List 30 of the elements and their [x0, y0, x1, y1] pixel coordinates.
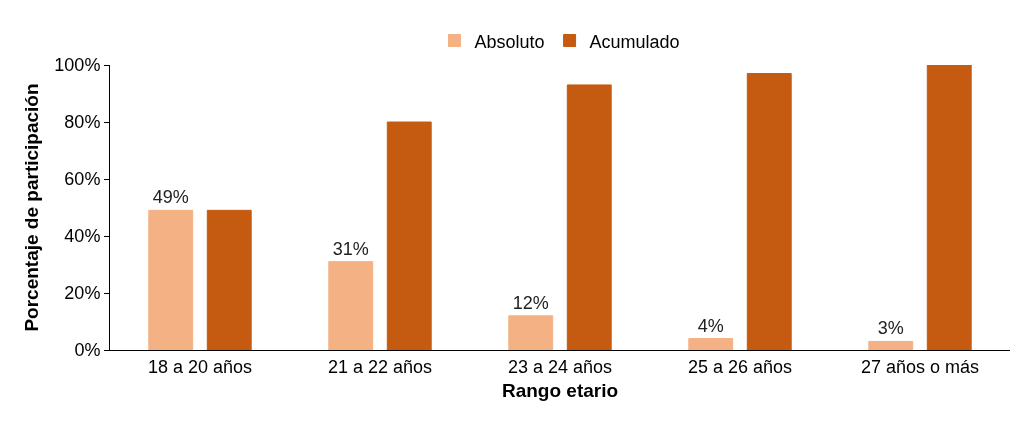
data-label: 31%	[332, 238, 369, 259]
data-label: 49%	[152, 187, 189, 208]
bar	[566, 84, 612, 350]
bar	[688, 338, 734, 350]
data-label: 12%	[512, 292, 549, 313]
x-tick-label: 23 a 24 años	[507, 356, 613, 377]
bar	[328, 261, 374, 350]
bar	[508, 315, 554, 350]
y-tick-label: 40%	[64, 226, 101, 247]
x-tick-label: 25 a 26 años	[687, 356, 793, 377]
bar	[746, 73, 792, 350]
bar	[386, 121, 432, 350]
x-tick-label: 27 años o más	[860, 356, 980, 377]
x-tick-label: 18 a 20 años	[147, 356, 253, 377]
x-axis-title: Rango etario	[501, 380, 619, 402]
data-label: 4%	[697, 315, 724, 336]
bar	[868, 340, 914, 350]
y-tick-label: 60%	[64, 169, 101, 190]
data-label: 3%	[877, 318, 904, 339]
legend-label: Acumulado	[589, 31, 680, 52]
y-tick-label: 0%	[74, 340, 101, 361]
y-tick-label: 100%	[54, 55, 101, 76]
y-tick-label: 20%	[64, 283, 101, 304]
bar	[206, 209, 252, 350]
x-tick-label: 21 a 22 años	[327, 356, 433, 377]
legend-label: Absoluto	[474, 31, 545, 52]
y-axis-title: Porcentaje de participación	[21, 83, 43, 332]
bar	[148, 209, 194, 350]
bar	[926, 65, 972, 350]
y-tick-label: 80%	[64, 112, 101, 133]
